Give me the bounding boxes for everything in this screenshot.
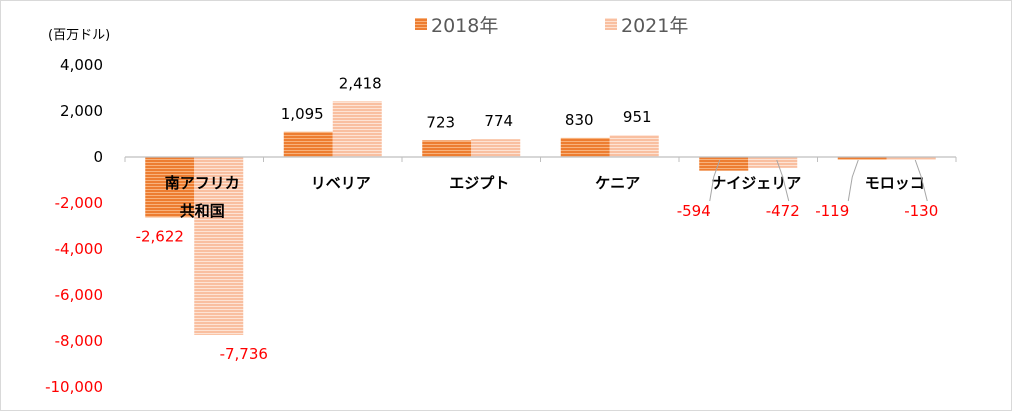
- legend-label-2: 2021年: [621, 15, 688, 37]
- data-label: 723: [426, 113, 455, 131]
- leader-line: [847, 159, 859, 202]
- y-tick-label: -10,000: [45, 378, 103, 396]
- category-label: ケニア: [595, 174, 640, 192]
- bar-2-5: [748, 157, 798, 168]
- bar-1-5: [699, 157, 749, 171]
- data-label: -594: [677, 202, 711, 220]
- data-label: -2,622: [136, 227, 184, 245]
- y-tick-label: -6,000: [55, 286, 103, 304]
- category-label: ナイジェリア: [711, 174, 801, 192]
- y-tick-label: 4,000: [60, 56, 103, 74]
- data-label: 830: [565, 111, 594, 129]
- bar-2-3: [471, 139, 521, 157]
- data-label: -472: [766, 202, 800, 220]
- y-tick-label: -2,000: [55, 194, 103, 212]
- unit-label: (百万ドル): [48, 28, 110, 43]
- bars: [145, 101, 936, 335]
- category-label: リベリア: [311, 174, 371, 192]
- bar-1-4: [560, 137, 610, 157]
- category-label: エジプト: [449, 174, 509, 192]
- legend-swatch-2: [605, 18, 617, 30]
- data-label: -130: [904, 202, 938, 220]
- y-tick-label: 2,000: [60, 102, 103, 120]
- data-label: 951: [623, 108, 652, 126]
- y-axis: 4,000 2,000 0 -2,000 -4,000 -6,000 -8,000 -10,0…: [45, 56, 103, 396]
- legend-label-1: 2018年: [431, 15, 498, 37]
- leader-line: [709, 159, 721, 202]
- category-labels: 南アフリカ共和国 リベリア エジプト ケニア ナイジェリア モロッコ: [165, 174, 925, 220]
- bar-1-1: [145, 157, 195, 218]
- bar-2-2: [332, 101, 382, 157]
- legend-swatch-1: [415, 18, 427, 30]
- bar-1-6: [837, 157, 887, 160]
- y-tick-label: -8,000: [55, 332, 103, 350]
- leader-line: [776, 159, 790, 202]
- bar-1-2: [283, 131, 333, 157]
- bar-2-4: [609, 135, 659, 157]
- data-label: -7,736: [220, 345, 268, 363]
- category-label: モロッコ: [865, 174, 925, 192]
- bar-2-6: [886, 157, 936, 160]
- x-axis: [124, 156, 957, 162]
- y-tick-label: -4,000: [55, 240, 103, 258]
- data-label: 2,418: [339, 74, 382, 92]
- bar-2-1: [194, 157, 244, 335]
- legend: 2018年 2021年: [415, 15, 688, 37]
- leader-line: [914, 159, 928, 202]
- data-label: -119: [815, 202, 849, 220]
- value-labels: -2,622 -7,736 1,095 2,418 723 774 830 951 -594 -4…: [136, 74, 939, 363]
- y-tick-label: 0: [93, 148, 103, 166]
- data-label: 774: [484, 112, 513, 130]
- category-label: 南アフリカ共和国: [165, 174, 240, 220]
- data-label: 1,095: [281, 105, 324, 123]
- bar-1-3: [422, 140, 472, 157]
